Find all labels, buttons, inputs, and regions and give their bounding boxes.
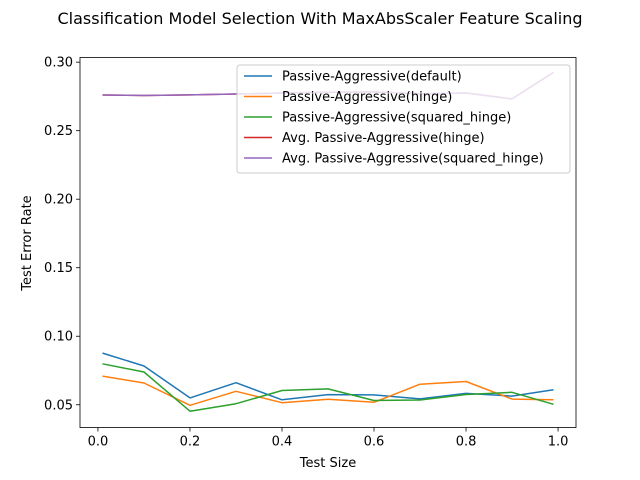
x-tick-label: 0.0 (88, 435, 109, 450)
y-tick-label: 0.30 (44, 56, 73, 71)
x-tick-label: 0.2 (180, 435, 201, 450)
x-tick-label: 0.4 (272, 435, 293, 450)
legend-label: Avg. Passive-Aggressive(hinge) (282, 131, 485, 146)
y-axis-label: Test Error Rate (20, 195, 35, 291)
series-line-3 (102, 363, 554, 412)
y-tick-label: 0.20 (44, 193, 73, 208)
legend-label: Passive-Aggressive(squared_hinge) (282, 111, 511, 126)
x-tick-label: 0.6 (364, 435, 385, 450)
y-tick-label: 0.15 (44, 261, 73, 276)
legend-label: Avg. Passive-Aggressive(squared_hinge) (282, 152, 544, 167)
chart-title: Classification Model Selection With MaxA… (57, 9, 582, 28)
x-tick-label: 0.8 (456, 435, 477, 450)
legend-label: Passive-Aggressive(default) (282, 70, 462, 85)
x-tick-label: 1.0 (548, 435, 569, 450)
y-tick-label: 0.25 (44, 124, 73, 139)
legend: Passive-Aggressive(default) Passive-Aggre… (236, 64, 571, 174)
y-tick-label: 0.05 (44, 398, 73, 413)
legend-label: Passive-Aggressive(hinge) (282, 90, 452, 105)
y-tick-label: 0.10 (44, 330, 73, 345)
plot-frame (79, 57, 577, 428)
y-axis: 0.05 0.10 0.15 0.20 0.25 0.30 (44, 56, 80, 413)
x-axis-label: Test Size (299, 456, 356, 471)
x-axis: 0.0 0.2 0.4 0.6 0.8 1.0 (88, 427, 569, 450)
legend-box (236, 64, 571, 174)
